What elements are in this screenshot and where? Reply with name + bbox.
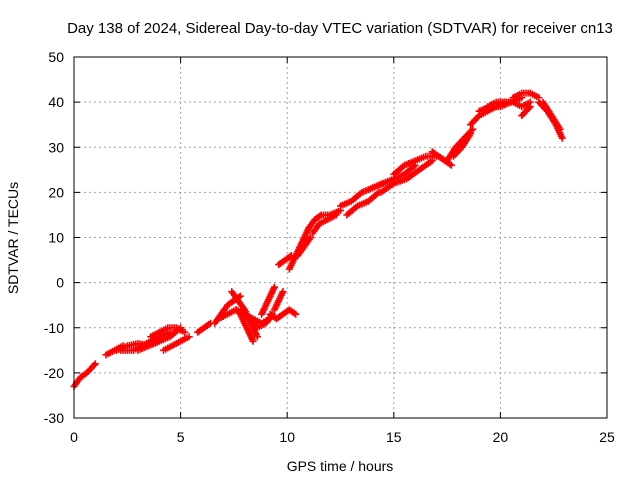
x-tick-label: 20 xyxy=(493,429,509,445)
y-tick-label: 30 xyxy=(48,139,64,155)
data-point xyxy=(525,104,533,112)
chart-title: Day 138 of 2024, Sidereal Day-to-day VTE… xyxy=(67,20,613,37)
data-point xyxy=(279,288,287,296)
x-tick-label: 5 xyxy=(177,429,185,445)
data-point xyxy=(253,333,261,341)
data-point xyxy=(270,283,278,291)
y-tick-label: 50 xyxy=(48,49,64,65)
data-point xyxy=(332,211,340,219)
x-tick-label: 15 xyxy=(386,429,402,445)
y-tick-label: 0 xyxy=(56,275,64,291)
x-tick-label: 10 xyxy=(279,429,295,445)
y-tick-label: 20 xyxy=(48,184,64,200)
y-tick-label: 40 xyxy=(48,94,64,110)
x-tick-label: 0 xyxy=(70,429,78,445)
data-point xyxy=(469,125,477,133)
data-point xyxy=(474,113,482,121)
y-tick-label: -10 xyxy=(44,320,64,336)
data-point xyxy=(90,361,98,369)
data-point xyxy=(558,134,566,142)
data-point xyxy=(307,234,315,241)
y-axis-label: SDTVAR / TECUs xyxy=(5,182,21,294)
data-point xyxy=(181,328,189,336)
x-tick-label: 25 xyxy=(599,429,615,445)
data-points xyxy=(70,89,566,390)
grid-lines xyxy=(74,57,607,418)
axis-ticks: 0 5 10 15 20 25 -30 -20 -10 0 10 20 30 40 50 xyxy=(44,49,615,445)
data-point xyxy=(526,103,534,111)
data-point xyxy=(447,161,455,169)
data-point xyxy=(91,360,99,368)
data-point xyxy=(556,125,564,133)
data-point xyxy=(467,130,475,138)
y-tick-label: -30 xyxy=(44,410,64,426)
data-point xyxy=(292,310,300,318)
y-tick-label: 10 xyxy=(48,230,64,246)
y-tick-label: -20 xyxy=(44,365,64,381)
data-point xyxy=(249,337,257,345)
data-point xyxy=(185,333,193,341)
x-axis-label: GPS time / hours xyxy=(287,458,394,474)
